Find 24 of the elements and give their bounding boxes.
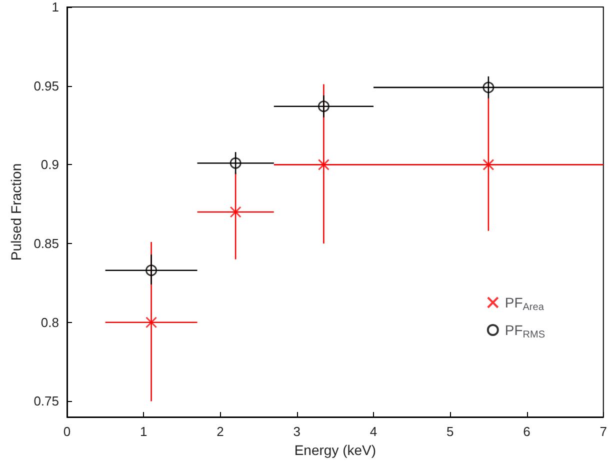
point: [318, 100, 330, 112]
point: [146, 264, 158, 276]
y-tick-label: 0.8: [40, 314, 59, 330]
x-axis-title: Energy (keV): [294, 442, 376, 458]
point: [146, 316, 158, 328]
point: [230, 206, 242, 218]
x-tick-label: 0: [63, 424, 71, 439]
x-tick-label: 6: [523, 424, 530, 439]
point: [482, 158, 494, 170]
y-axis-title: Pulsed Fraction: [8, 163, 24, 261]
x-tick-label: 4: [370, 424, 378, 439]
x-tick-label: 7: [600, 424, 607, 439]
y-tick-label: 1: [52, 0, 59, 14]
x-tick-label: 2: [216, 424, 224, 439]
point: [230, 157, 242, 169]
y-tick-label: 0.75: [34, 394, 59, 409]
x-tick-label: 1: [140, 424, 148, 439]
x-tick-label: 3: [293, 424, 300, 439]
y-tick-label: 0.95: [34, 78, 59, 94]
point: [318, 158, 330, 170]
y-tick-label: 0.9: [40, 157, 59, 172]
x-tick-label: 5: [446, 424, 454, 439]
point: [482, 82, 494, 94]
y-tick-label: 0.85: [34, 236, 59, 252]
